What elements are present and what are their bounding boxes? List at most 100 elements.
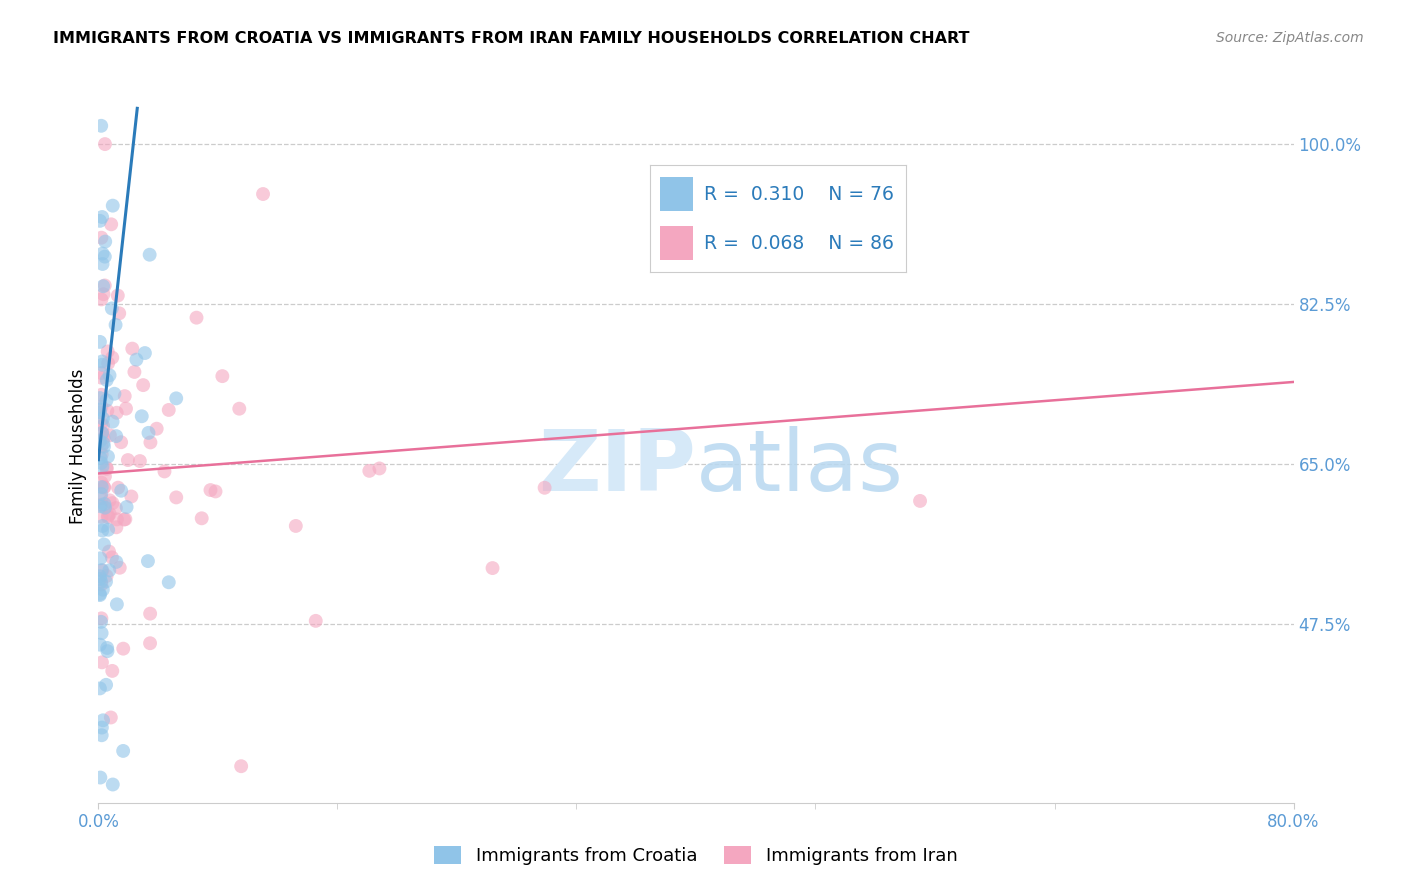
Point bbox=[90, 293, 112, 307]
Point bbox=[90, 400, 112, 414]
Text: R =  0.310    N = 76: R = 0.310 N = 76 bbox=[703, 185, 893, 203]
Point bbox=[89, 587, 111, 601]
Point bbox=[91, 714, 114, 728]
Point bbox=[105, 429, 128, 443]
Point bbox=[90, 563, 112, 577]
Point bbox=[89, 334, 111, 349]
Point bbox=[101, 351, 124, 365]
Point bbox=[107, 288, 129, 302]
Point bbox=[93, 287, 115, 301]
Point bbox=[108, 560, 131, 574]
Point bbox=[101, 664, 124, 678]
Point bbox=[94, 278, 117, 293]
Point bbox=[97, 356, 120, 370]
Point bbox=[104, 318, 127, 332]
Point bbox=[93, 537, 115, 551]
Point bbox=[101, 199, 124, 213]
Point bbox=[112, 744, 135, 758]
Point bbox=[90, 447, 112, 461]
Point bbox=[94, 500, 117, 515]
Point bbox=[89, 771, 111, 785]
Text: IMMIGRANTS FROM CROATIA VS IMMIGRANTS FROM IRAN FAMILY HOUSEHOLDS CORRELATION CH: IMMIGRANTS FROM CROATIA VS IMMIGRANTS FR… bbox=[53, 31, 970, 46]
Point bbox=[481, 561, 503, 575]
Point bbox=[89, 551, 111, 566]
Point bbox=[90, 577, 112, 591]
Point bbox=[90, 611, 112, 625]
Point bbox=[98, 544, 121, 558]
Point bbox=[139, 636, 162, 650]
Point bbox=[115, 401, 138, 416]
Point bbox=[98, 563, 121, 577]
Point bbox=[91, 524, 114, 538]
Point bbox=[165, 392, 187, 406]
Point bbox=[90, 721, 112, 735]
Point bbox=[908, 494, 931, 508]
Point bbox=[112, 641, 135, 656]
Point bbox=[90, 509, 112, 524]
Point bbox=[284, 519, 307, 533]
Point bbox=[89, 638, 111, 652]
Point bbox=[89, 572, 111, 586]
Point bbox=[105, 555, 128, 569]
Point bbox=[101, 301, 124, 316]
Point bbox=[115, 500, 138, 514]
Point bbox=[121, 342, 143, 356]
Point bbox=[96, 373, 118, 387]
Point bbox=[533, 481, 555, 495]
Point bbox=[91, 418, 114, 433]
Point bbox=[98, 493, 121, 508]
Point bbox=[101, 415, 124, 429]
Point bbox=[139, 607, 162, 621]
Point bbox=[89, 405, 111, 419]
Point bbox=[368, 461, 391, 475]
Point bbox=[97, 523, 120, 537]
Point bbox=[89, 681, 111, 696]
Point bbox=[97, 450, 120, 464]
Point bbox=[204, 484, 226, 499]
Point bbox=[252, 187, 274, 202]
Point bbox=[145, 422, 167, 436]
Point bbox=[91, 358, 114, 372]
Point bbox=[107, 481, 129, 495]
Point bbox=[91, 246, 114, 260]
Point bbox=[96, 462, 118, 476]
Point bbox=[90, 475, 112, 490]
Point bbox=[90, 728, 112, 742]
Point bbox=[186, 310, 208, 325]
Point bbox=[90, 119, 112, 133]
Point bbox=[90, 366, 112, 380]
Point bbox=[105, 520, 128, 534]
Text: atlas: atlas bbox=[696, 425, 904, 509]
Point bbox=[89, 588, 111, 602]
Point bbox=[90, 615, 112, 629]
Point bbox=[98, 428, 121, 442]
Point bbox=[94, 250, 117, 264]
Point bbox=[105, 597, 128, 611]
Point bbox=[112, 513, 135, 527]
Bar bbox=[659, 226, 693, 260]
Point bbox=[200, 483, 222, 497]
Point bbox=[125, 352, 148, 367]
Point bbox=[101, 550, 124, 565]
Point bbox=[93, 431, 115, 445]
Point bbox=[94, 678, 117, 692]
Point bbox=[89, 391, 111, 405]
Point bbox=[124, 365, 146, 379]
Point bbox=[136, 554, 159, 568]
Point bbox=[91, 210, 114, 224]
Text: R =  0.068    N = 86: R = 0.068 N = 86 bbox=[703, 234, 893, 252]
Point bbox=[117, 453, 139, 467]
Point bbox=[90, 456, 112, 470]
Point bbox=[93, 480, 115, 494]
Point bbox=[96, 569, 118, 583]
Point bbox=[91, 564, 114, 578]
Point bbox=[91, 257, 114, 271]
Point bbox=[101, 777, 124, 791]
Point bbox=[359, 464, 381, 478]
Point bbox=[91, 459, 114, 474]
Point bbox=[101, 496, 124, 510]
Point bbox=[91, 354, 114, 368]
Point bbox=[89, 214, 111, 228]
Point bbox=[110, 435, 132, 450]
Point bbox=[139, 435, 162, 450]
